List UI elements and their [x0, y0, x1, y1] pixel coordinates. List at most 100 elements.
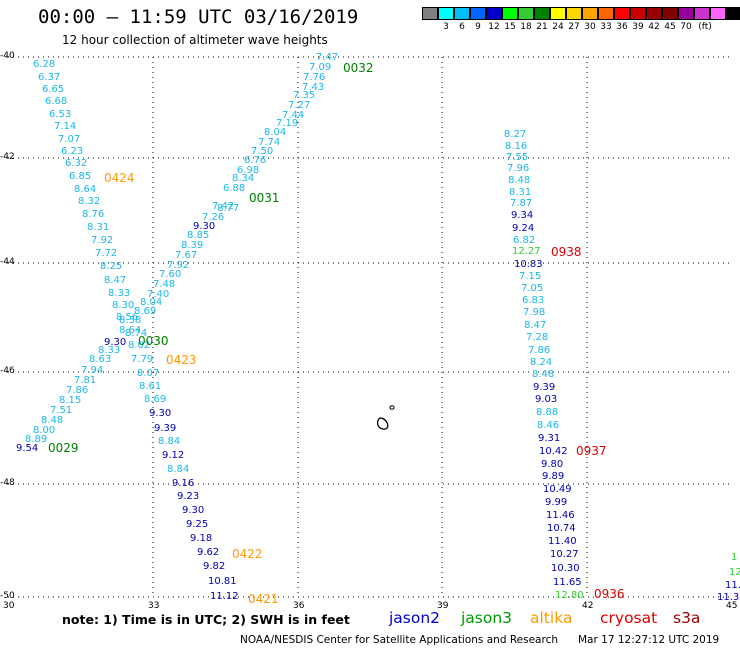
- legend-cryosat: cryosat: [600, 609, 658, 627]
- wave-height-value: 6.83: [522, 295, 544, 306]
- pass-time-label: 0423: [166, 353, 197, 367]
- wave-height-value: 7.86: [66, 385, 88, 396]
- wave-height-value: 8.47: [524, 320, 546, 331]
- wave-height-value: 7.26: [202, 212, 224, 223]
- wave-height-value: 9.62: [197, 547, 219, 558]
- wave-height-value: 10.74: [547, 523, 576, 534]
- footer-credit: NOAA/NESDIS Center for Satellite Applica…: [240, 634, 558, 646]
- wave-height-value: 6.28: [33, 59, 55, 70]
- wave-height-value: 7.14: [54, 121, 76, 132]
- wave-height-value: 9.03: [535, 394, 557, 405]
- pass-time-label: 0936: [594, 587, 625, 601]
- colorbar-segment: [662, 7, 678, 20]
- wave-height-value: 9.30: [182, 505, 204, 516]
- wave-height-value: 6.88: [223, 183, 245, 194]
- wave-height-value: 9.89: [542, 471, 564, 482]
- wave-height-value: 9.25: [186, 519, 208, 530]
- wave-height-value: 9.23: [177, 491, 199, 502]
- wave-height-value: 10.27: [550, 549, 579, 560]
- wave-height-value: 1: [731, 552, 737, 563]
- wave-height-value: 8.85: [187, 230, 209, 241]
- wave-height-value: 8.32: [78, 196, 100, 207]
- colorbar-segment: [502, 7, 518, 20]
- wave-height-value: 6.65: [42, 84, 64, 95]
- wave-height-value: 7.74: [258, 137, 280, 148]
- colorbar-segment: [550, 7, 566, 20]
- wave-height-value: 8.64: [74, 184, 96, 195]
- colorbar-segment: [518, 7, 534, 20]
- wave-height-value: 11.3: [717, 592, 739, 603]
- wave-height-value: 6.98: [237, 165, 259, 176]
- colorbar-segment: [422, 7, 438, 20]
- wave-height-value: 8.48: [532, 369, 554, 380]
- wave-height-value: 7.35: [293, 90, 315, 101]
- colorbar-label: (ft): [698, 22, 712, 32]
- wave-height-value: 6.53: [49, 109, 71, 120]
- wave-height-value: 8.64: [119, 325, 141, 336]
- pass-time-label: 0029: [48, 441, 79, 455]
- pass-time-label: 0937: [576, 444, 607, 458]
- pass-time-label: 0422: [232, 547, 263, 561]
- wave-height-value: 7.92: [91, 235, 113, 246]
- longitude-tick: 45: [726, 601, 738, 611]
- wave-height-value: 8.27: [504, 129, 526, 140]
- colorbar-segment: [566, 7, 582, 20]
- map-grid: [8, 56, 733, 598]
- latitude-tick: -44: [0, 257, 15, 267]
- colorbar-label: 33: [600, 22, 612, 32]
- pass-time-label: 0030: [138, 334, 169, 348]
- legend-altika: altika: [530, 609, 573, 627]
- wave-height-value: 9.12: [162, 450, 184, 461]
- colorbar-segment: [630, 7, 646, 20]
- wave-height-value: 11.46: [546, 510, 575, 521]
- longitude-tick: 42: [582, 601, 594, 611]
- wave-height-value: 8.34: [232, 173, 254, 184]
- wave-height-value: 8.76: [82, 209, 104, 220]
- map-subtitle: 12 hour collection of altimeter wave hei…: [62, 33, 328, 47]
- colorbar-segment: [646, 7, 662, 20]
- pass-time-label: 0031: [249, 191, 280, 205]
- colorbar-label: 3: [443, 22, 449, 32]
- wave-height-value: 7.98: [523, 307, 545, 318]
- wave-height-value: 8.56: [116, 312, 138, 323]
- wave-height-value: 8.74: [125, 328, 147, 339]
- legend-jason2: jason2: [389, 609, 441, 627]
- colorbar-label: 9: [475, 22, 481, 32]
- wave-height-value: 7.67: [175, 250, 197, 261]
- wave-height-value: 11.40: [548, 536, 577, 547]
- colorbar-segment: [726, 7, 740, 20]
- colorbar-label: 21: [536, 22, 548, 32]
- wave-height-value: 8.88: [536, 407, 558, 418]
- wave-height-value: 8.46: [537, 420, 559, 431]
- wave-height-value: 8.89: [25, 434, 47, 445]
- colorbar-label: 45: [664, 22, 676, 32]
- colorbar-segment: [710, 7, 726, 20]
- wave-height-value: 7.09: [309, 62, 331, 73]
- colorbar-label: 70: [680, 22, 692, 32]
- pass-time-label: 0032: [343, 61, 374, 75]
- wave-height-value: 7.27: [288, 100, 310, 111]
- wave-height-value: 11.65: [553, 577, 582, 588]
- pass-time-labels: 0032 0424 0031 0938 0030 0423 0029 0937 0422 0421…: [48, 61, 625, 606]
- wave-height-value: 8.04: [140, 297, 162, 308]
- island-small: [389, 405, 395, 410]
- legend-s3a: s3a: [673, 609, 701, 627]
- colorbar-segment: [582, 7, 598, 20]
- colorbar-segment: [694, 7, 710, 20]
- wave-height-value: 10.49: [543, 484, 572, 495]
- wave-height-value: 9.30: [193, 221, 215, 232]
- wave-height-value: 7.44: [282, 110, 304, 121]
- colorbar-label: 15: [504, 22, 516, 32]
- wave-height-value: 7.42: [212, 201, 234, 212]
- wave-height-value: 6.68: [45, 96, 67, 107]
- wave-height-value: 8.48: [41, 415, 63, 426]
- wave-height-value: 7.48: [153, 279, 175, 290]
- wave-height-value: 7.96: [507, 163, 529, 174]
- legend-jason3: jason3: [461, 609, 513, 627]
- colorbar-label: 24: [552, 22, 564, 32]
- wave-height-value: 8.84: [167, 464, 189, 475]
- wave-height-value: 7.94: [81, 365, 103, 376]
- wave-height-value: 7.28: [526, 332, 548, 343]
- wave-height-value: 8.47: [104, 275, 126, 286]
- latitude-tick: -46: [0, 366, 15, 376]
